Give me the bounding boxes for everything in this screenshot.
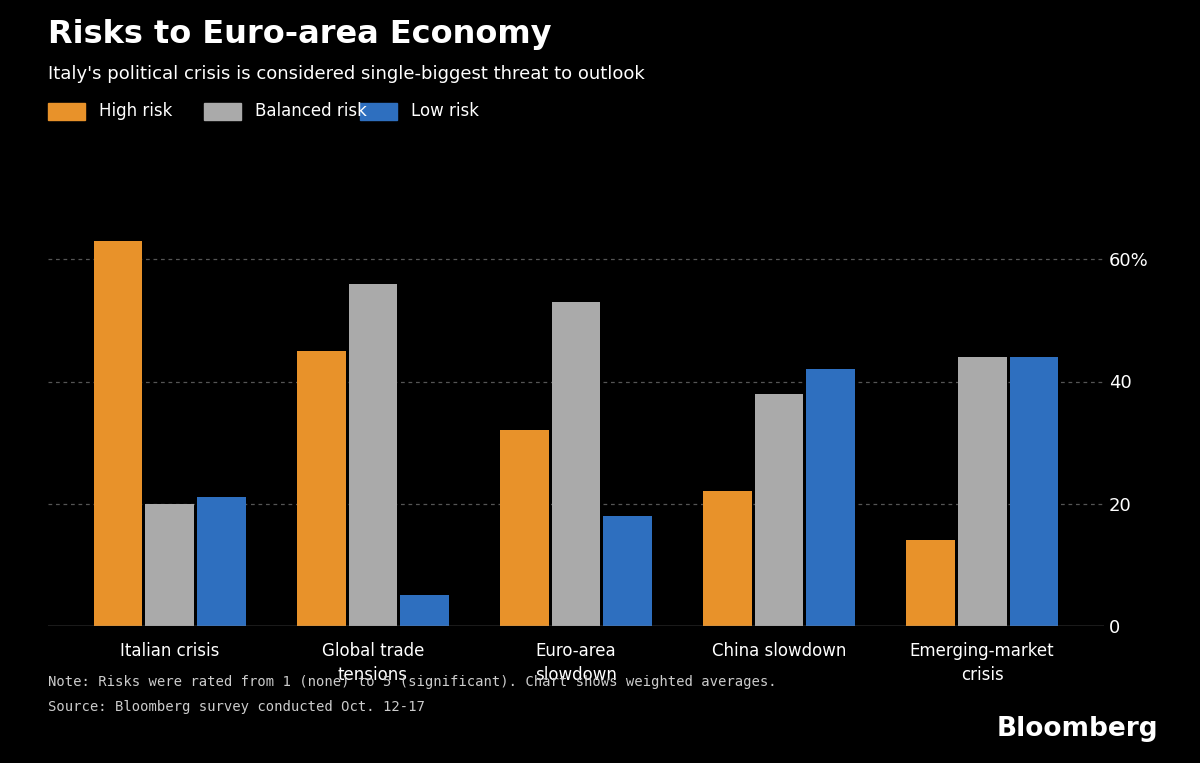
Bar — [145, 504, 194, 626]
Text: Risks to Euro-area Economy: Risks to Euro-area Economy — [48, 19, 552, 50]
Text: Italy's political crisis is considered single-biggest threat to outlook: Italy's political crisis is considered s… — [48, 65, 644, 83]
Bar — [94, 241, 143, 626]
Text: Bloomberg: Bloomberg — [996, 716, 1158, 742]
Bar — [604, 516, 652, 626]
Text: Balanced risk: Balanced risk — [256, 101, 367, 120]
Bar — [552, 302, 600, 626]
Text: Note: Risks were rated from 1 (none) to 5 (significant). Chart shows weighted av: Note: Risks were rated from 1 (none) to … — [48, 675, 776, 689]
Bar — [197, 497, 246, 626]
Text: Source: Bloomberg survey conducted Oct. 12-17: Source: Bloomberg survey conducted Oct. … — [48, 700, 425, 714]
Bar — [401, 595, 449, 626]
Text: High risk: High risk — [100, 101, 173, 120]
Text: Low risk: Low risk — [412, 101, 479, 120]
Bar — [1009, 357, 1058, 626]
Bar — [500, 430, 548, 626]
Bar — [348, 284, 397, 626]
Bar — [806, 369, 856, 626]
Bar — [703, 491, 751, 626]
Bar — [958, 357, 1007, 626]
Bar — [755, 394, 804, 626]
Bar — [296, 351, 346, 626]
Bar — [906, 540, 955, 626]
